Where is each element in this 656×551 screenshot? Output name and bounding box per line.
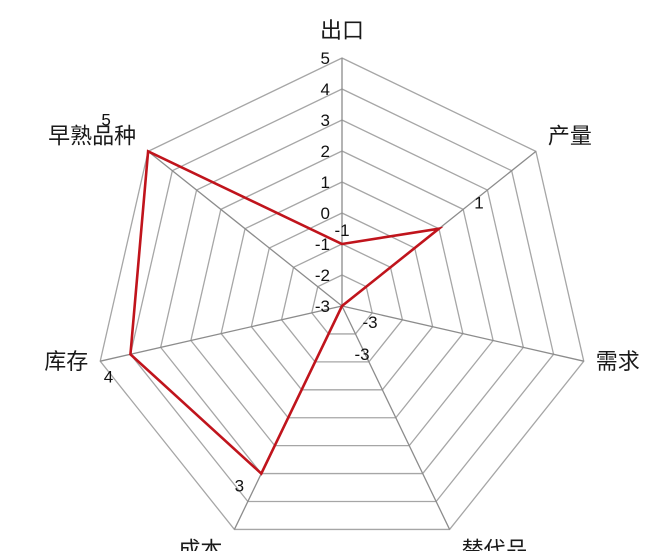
category-label: 出口	[320, 19, 364, 44]
grid-ring	[129, 88, 555, 503]
radar-grid	[99, 57, 585, 531]
axis-spoke	[341, 305, 584, 362]
data-label: 1	[474, 194, 483, 213]
grid-ring	[311, 274, 373, 335]
tick-label: 0	[321, 204, 330, 223]
tick-label: 1	[321, 173, 330, 192]
axis-spoke	[147, 150, 343, 307]
category-label: 库存	[44, 350, 88, 375]
tick-label: -1	[315, 235, 330, 254]
series-line	[129, 149, 444, 476]
tick-label: -3	[315, 297, 330, 316]
tick-label: 5	[321, 49, 330, 68]
data-label: -1	[334, 221, 349, 240]
radar-data-labels: -1 1 -3 -3 3 4 5	[101, 110, 483, 495]
category-label: 早熟品种	[48, 124, 136, 149]
category-label: 成本	[178, 538, 222, 551]
axis-spoke	[100, 305, 343, 362]
category-label: 需求	[596, 350, 640, 375]
grid-ring	[99, 57, 585, 531]
radar-tick-labels: -3 -2 -1 0 1 2 3 4 5	[315, 49, 330, 316]
category-label: 替代品	[462, 538, 528, 551]
radar-series	[129, 149, 444, 476]
grid-ring	[280, 243, 404, 363]
tick-label: -2	[315, 266, 330, 285]
tick-label: 4	[321, 80, 330, 99]
data-label: -3	[354, 345, 369, 364]
category-label: 产量	[548, 124, 592, 149]
data-label: 5	[101, 110, 110, 129]
grid-ring	[159, 119, 525, 475]
data-label: 4	[104, 367, 113, 386]
grid-ring	[250, 212, 434, 391]
tick-label: 3	[321, 111, 330, 130]
grid-ring	[220, 181, 464, 419]
tick-label: 2	[321, 142, 330, 161]
axis-spoke	[341, 305, 451, 530]
data-label: 3	[235, 477, 244, 496]
grid-ring	[190, 150, 494, 447]
data-label: -3	[362, 313, 377, 332]
